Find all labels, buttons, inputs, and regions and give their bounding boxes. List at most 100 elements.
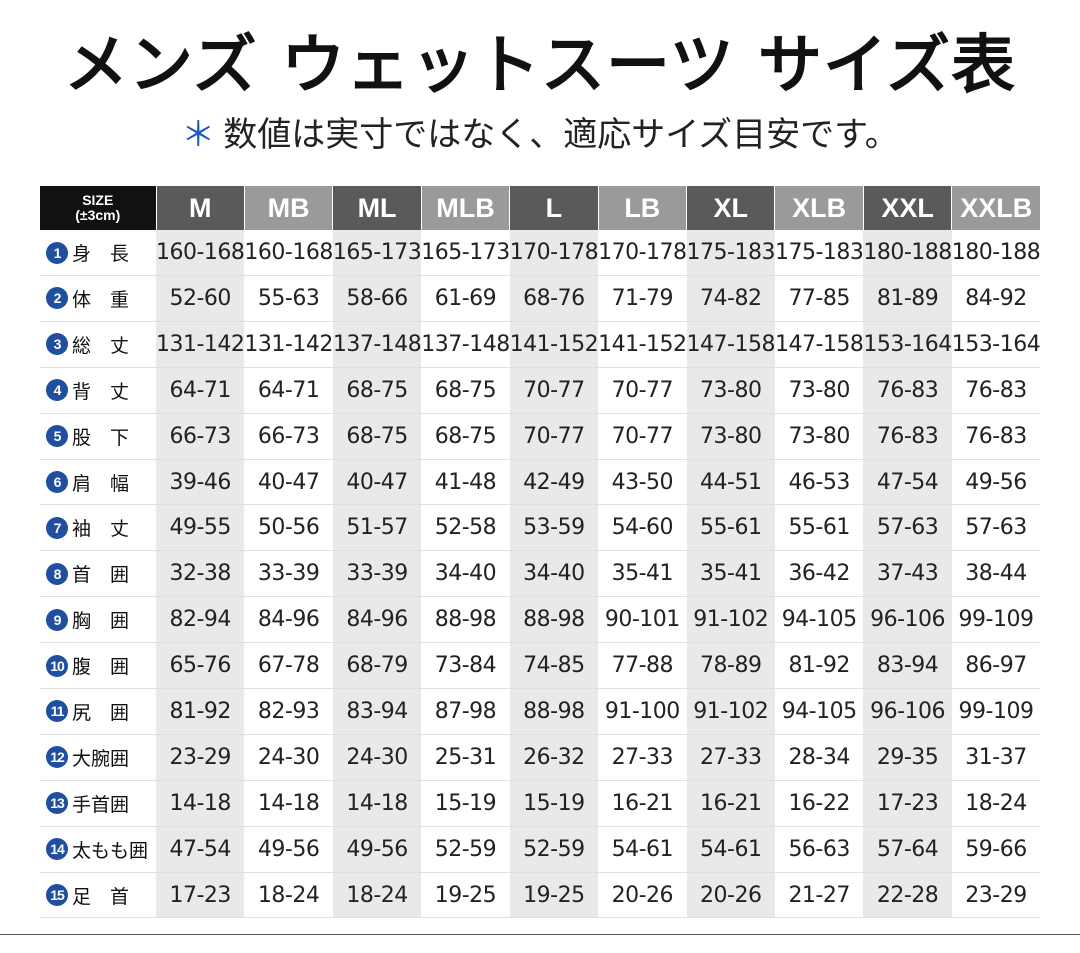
table-cell: 76-83 [951, 367, 1041, 414]
header-row: SIZE (±3cm) M MB ML MLB L LB XL XLB XXL XXLB [40, 186, 1041, 230]
corner-line1: SIZE [82, 192, 114, 208]
table-cell: 81-89 [863, 275, 952, 322]
table-cell: 26-32 [509, 734, 599, 781]
table-cell: 49-56 [951, 459, 1041, 506]
table-cell: 74-82 [686, 275, 775, 322]
table-cell: 54-61 [598, 826, 687, 873]
row-number-badge: 7 [46, 516, 68, 539]
table-cell: 58-66 [332, 275, 422, 322]
table-cell: 131-142 [156, 321, 245, 368]
row-label-cell: 15 足 首 [40, 872, 156, 919]
bottom-divider [0, 934, 1080, 935]
table-cell: 153-164 [951, 321, 1041, 368]
row-label: 身 長 [72, 243, 130, 265]
size-header-lb: LB [597, 186, 687, 230]
table-cell: 15-19 [509, 780, 599, 827]
table-cell: 68-79 [332, 642, 422, 690]
table-cell: 74-85 [509, 642, 599, 690]
table-cell: 77-88 [598, 642, 687, 690]
table-cell: 22-28 [863, 872, 952, 919]
table-cell: 20-26 [686, 872, 775, 919]
table-cell: 82-93 [244, 688, 333, 735]
row-number-badge: 6 [46, 471, 68, 493]
row-label: 胸 囲 [72, 610, 130, 633]
table-cell: 52-60 [156, 275, 245, 322]
table-cell: 141-152 [509, 321, 599, 368]
size-header-m: M [155, 186, 245, 230]
table-cell: 77-85 [774, 275, 864, 322]
table-cell: 53-59 [509, 504, 599, 552]
size-header-xxlb: XXLB [951, 186, 1041, 230]
table-cell: 17-23 [863, 780, 952, 827]
table-cell: 76-83 [863, 367, 952, 414]
table-cell: 33-39 [244, 550, 333, 598]
table-cell: 141-152 [598, 321, 687, 368]
table-cell: 50-56 [244, 504, 333, 552]
row-label-cell: 14 太もも囲 [40, 826, 156, 873]
table-cell: 40-47 [244, 459, 333, 506]
table-cell: 20-26 [598, 872, 687, 919]
row-label: 太もも囲 [72, 839, 149, 862]
row-number-badge: 10 [46, 654, 68, 677]
row-label: 総 丈 [72, 334, 130, 357]
table-cell: 70-77 [509, 367, 599, 414]
table-cell: 68-75 [332, 367, 422, 414]
table-cell: 49-55 [156, 504, 245, 552]
table-cell: 73-80 [686, 413, 775, 460]
table-cell: 52-59 [509, 826, 599, 873]
table-cell: 76-83 [951, 413, 1041, 460]
table-cell: 73-84 [421, 642, 510, 690]
row-label-cell: 11 尻 囲 [40, 688, 156, 735]
table-cell: 18-24 [332, 872, 422, 919]
table-cell: 88-98 [509, 596, 599, 644]
row-label-cell: 13 手首囲 [40, 780, 156, 827]
size-header-l: L [509, 186, 599, 230]
table-cell: 36-42 [774, 550, 864, 598]
table-cell: 91-102 [686, 596, 775, 644]
table-cell: 37-43 [863, 550, 952, 598]
table-cell: 19-25 [421, 872, 510, 919]
row-number-badge: 14 [46, 838, 68, 861]
table-cell: 153-164 [863, 321, 952, 368]
row-label-cell: 10 腹 囲 [40, 642, 156, 690]
table-cell: 70-77 [598, 367, 687, 414]
table-cell: 23-29 [156, 734, 245, 781]
table-cell: 34-40 [509, 550, 599, 598]
table-cell: 54-60 [598, 504, 687, 552]
table-cell: 43-50 [598, 459, 687, 506]
table-cell: 14-18 [156, 780, 245, 827]
row-number-badge: 8 [46, 562, 68, 585]
table-cell: 56-63 [774, 826, 864, 873]
table-cell: 83-94 [863, 642, 952, 690]
table-cell: 44-51 [686, 459, 775, 506]
row-label: 腹 囲 [72, 656, 130, 679]
table-cell: 88-98 [509, 688, 599, 735]
table-cell: 34-40 [421, 550, 510, 598]
size-corner-header: SIZE (±3cm) [40, 186, 156, 230]
table-cell: 64-71 [244, 367, 333, 414]
table-row: 13 手首囲 14-18 14-18 14-18 15-19 15-19 16-21 16-21… [40, 780, 1041, 827]
table-cell: 73-80 [774, 367, 864, 414]
table-cell: 66-73 [244, 413, 333, 460]
row-label: 袖 丈 [72, 518, 130, 541]
table-cell: 57-63 [863, 504, 952, 552]
table-cell: 131-142 [244, 321, 333, 368]
table-cell: 165-173 [332, 230, 422, 276]
table-cell: 81-92 [774, 642, 864, 690]
table-cell: 16-21 [686, 780, 775, 827]
table-cell: 70-77 [598, 413, 687, 460]
row-number-badge: 1 [46, 241, 68, 264]
row-label-cell: 12 大腕囲 [40, 734, 156, 781]
table-cell: 15-19 [421, 780, 510, 827]
table-cell: 165-173 [421, 230, 510, 276]
table-cell: 67-78 [244, 642, 333, 690]
row-label: 大腕囲 [72, 747, 130, 770]
